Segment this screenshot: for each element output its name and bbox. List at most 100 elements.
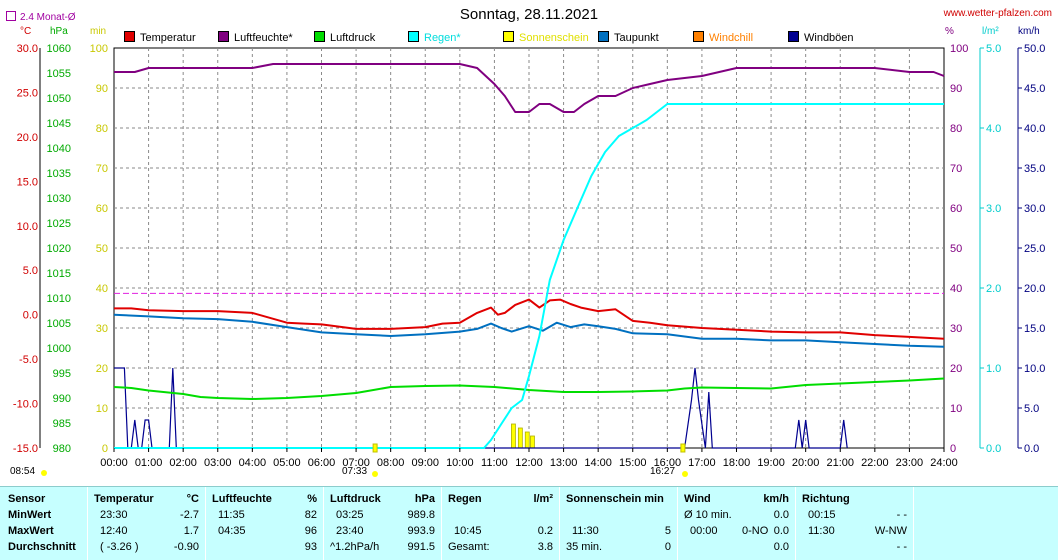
stats-sensor-column: Sensor MinWert MaxWert Durchschnitt [0,487,88,560]
stats-time: Ø 10 min. [684,509,732,521]
wind-tick-label: 50.0 [1024,43,1045,55]
minutes-tick-label: 70 [96,163,108,175]
temp-tick-label: 15.0 [17,176,38,188]
sunset-label: 16:27 [650,466,676,477]
stats-time: 03:25 [336,509,364,521]
wind-tick-label: 40.0 [1024,123,1045,135]
stats-value: 989.8 [407,509,435,521]
humidity-tick-label: 70 [950,163,962,175]
stats-value: 993.9 [407,525,435,537]
pressure-tick-label: 980 [53,443,71,455]
stats-trend: ^1.2hPa/h [330,541,380,553]
series-line-taupunkt [113,313,945,348]
stats-header: Sensor [8,493,46,505]
stats-time: 04:35 [218,525,246,537]
legend-item-luftfeuchte: Luftfeuchte* [218,31,293,44]
stats-time: 11:30 [808,525,835,537]
row-label-min: MinWert [8,509,52,521]
legend-swatch [503,31,514,42]
legend-label: Windchill [709,32,754,44]
legend-swatch [218,31,229,42]
stats-direction-column: Richtung 00:15 11:30 - - W-NW - - [796,487,914,560]
series-line-luftfeuchte [114,63,945,113]
x-tick-label: 17:00 [688,457,716,469]
humidity-tick-label: 30 [950,323,962,335]
pressure-tick-label: 1055 [47,68,71,80]
legend-item-windchill: Windchill [693,31,753,44]
pressure-tick-label: 1005 [47,318,71,330]
stats-header: Regen [448,493,482,505]
x-tick-label: 14:00 [584,457,612,469]
pressure-tick-label: 1045 [47,118,71,130]
minutes-tick-label: 40 [96,283,108,295]
stats-value: 0.0 [773,509,789,521]
statistics-table: Sensor MinWert MaxWert Durchschnitt Temp… [0,486,1058,560]
stats-total-label: 35 min. [566,541,603,553]
x-tick-label: 22:00 [861,457,889,469]
humidity-tick-label: 40 [950,283,962,295]
stats-value: - - [896,509,907,521]
site-link[interactable]: www.wetter-pfalzen.com [943,8,1052,19]
stats-value: - - [896,541,907,553]
pressure-tick-label: 1060 [47,43,71,55]
x-tick-label: 13:00 [550,457,578,469]
row-label-avg: Durchschnitt [8,541,76,553]
legend-swatch [693,31,704,42]
stats-value: 1.7 [183,525,199,537]
stats-total-label: Gesamt: [448,541,490,553]
stats-value: -0.90 [173,541,199,553]
stats-wind-direction: 0-NO [742,525,769,537]
stats-value: 96 [304,525,317,537]
stats-time: 12:40 [100,525,128,537]
legend-label: Windböen [804,32,854,44]
sunshine-bar [517,427,523,449]
rain-tick-label: 0.0 [986,443,1001,455]
sunrise-icon [372,471,378,477]
wind-tick-label: 15.0 [1024,323,1045,335]
stats-unit: % [307,493,317,505]
sunshine-bar [524,431,530,449]
pressure-tick-label: 985 [53,418,71,430]
x-tick-label: 09:00 [411,457,439,469]
pressure-tick-label: 1000 [47,343,71,355]
monthly-average-label: 2.4 Monat-Ø [20,12,76,23]
stats-time: ( -3.26 ) [100,541,139,553]
sunrise-label: 07:33 [342,466,368,477]
stats-time: 23:30 [100,509,128,521]
rain-tick-label: 5.0 [986,43,1001,55]
sunset-marker [680,443,686,453]
x-tick-label: 05:00 [273,457,301,469]
x-tick-label: 23:00 [896,457,924,469]
temp-tick-label: 10.0 [17,221,38,233]
square-icon [6,11,16,21]
stats-time: 11:35 [218,509,245,521]
minutes-tick-label: 60 [96,203,108,215]
minutes-tick-label: 30 [96,323,108,335]
x-tick-label: 01:00 [135,457,163,469]
humidity-tick-label: 20 [950,363,962,375]
stats-value: 3.8 [537,541,553,553]
stats-wind-column: Wind km/h Ø 10 min. 00:00 0-NO 0.0 0.0 0… [678,487,796,560]
pressure-tick-label: 1015 [47,268,71,280]
humidity-tick-label: 60 [950,203,962,215]
wind-tick-label: 35.0 [1024,163,1045,175]
legend-swatch [408,31,419,42]
sunshine-bar [511,423,516,449]
minutes-tick-label: 0 [102,443,108,455]
weather-chart: 30.0 25.0 20.0 15.0 10.0 5.0 0.0 -5.0 -10.0 -15.0… [13,43,1045,477]
minutes-unit: min [90,26,107,37]
series-line-temperatur [114,298,945,340]
legend-item-luftdruck: Luftdruck [314,31,375,44]
monthly-average-legend: 2.4 Monat-Ø [6,11,76,23]
stats-value: W-NW [874,525,907,537]
rain-tick-label: 1.0 [986,363,1001,375]
stats-header: Luftfeuchte [212,493,272,505]
stats-header: Luftdruck [330,493,381,505]
wind-unit: km/h [1018,26,1040,37]
rain-tick-label: 3.0 [986,203,1001,215]
sunshine-bar [530,435,535,449]
stats-pressure-column: Luftdruck hPa 03:25 23:40 ^1.2hPa/h 989.… [324,487,442,560]
legend-label: Temperatur [140,32,196,44]
temp-tick-label: 0.0 [23,310,38,322]
x-tick-label: 10:00 [446,457,474,469]
